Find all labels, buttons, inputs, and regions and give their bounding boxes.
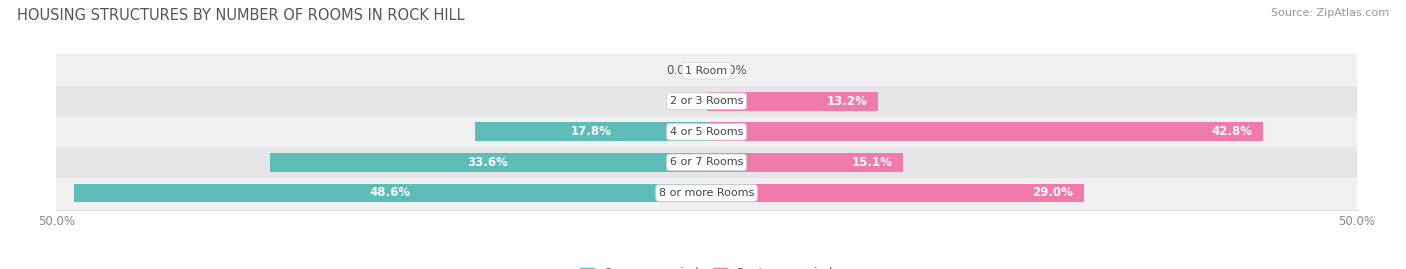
Bar [56,116,1357,147]
Bar [56,147,1357,178]
Text: 1 Room: 1 Room [686,66,727,76]
Bar [56,86,1357,116]
Bar [707,153,903,172]
Text: 42.8%: 42.8% [1212,125,1253,138]
Text: 8 or more Rooms: 8 or more Rooms [659,188,754,198]
Bar [56,178,1357,208]
Bar [475,122,707,141]
Legend: Owner-occupied, Renter-occupied: Owner-occupied, Renter-occupied [575,263,838,269]
Text: 0.0%: 0.0% [666,64,696,77]
Text: 4 or 5 Rooms: 4 or 5 Rooms [669,127,744,137]
Text: 17.8%: 17.8% [571,125,612,138]
Bar [707,122,1263,141]
Text: 29.0%: 29.0% [1032,186,1073,200]
Text: 33.6%: 33.6% [468,156,509,169]
Bar [707,92,879,111]
Text: 48.6%: 48.6% [370,186,411,200]
Text: 6 or 7 Rooms: 6 or 7 Rooms [669,157,744,167]
Bar [270,153,707,172]
Text: 2 or 3 Rooms: 2 or 3 Rooms [669,96,744,106]
Text: 13.2%: 13.2% [827,95,868,108]
Text: 0.0%: 0.0% [666,95,696,108]
Text: Source: ZipAtlas.com: Source: ZipAtlas.com [1271,8,1389,18]
Text: HOUSING STRUCTURES BY NUMBER OF ROOMS IN ROCK HILL: HOUSING STRUCTURES BY NUMBER OF ROOMS IN… [17,8,464,23]
Text: 15.1%: 15.1% [852,156,893,169]
Bar [56,55,1357,86]
Text: 0.0%: 0.0% [717,64,747,77]
Bar [75,183,707,203]
Bar [707,183,1084,203]
